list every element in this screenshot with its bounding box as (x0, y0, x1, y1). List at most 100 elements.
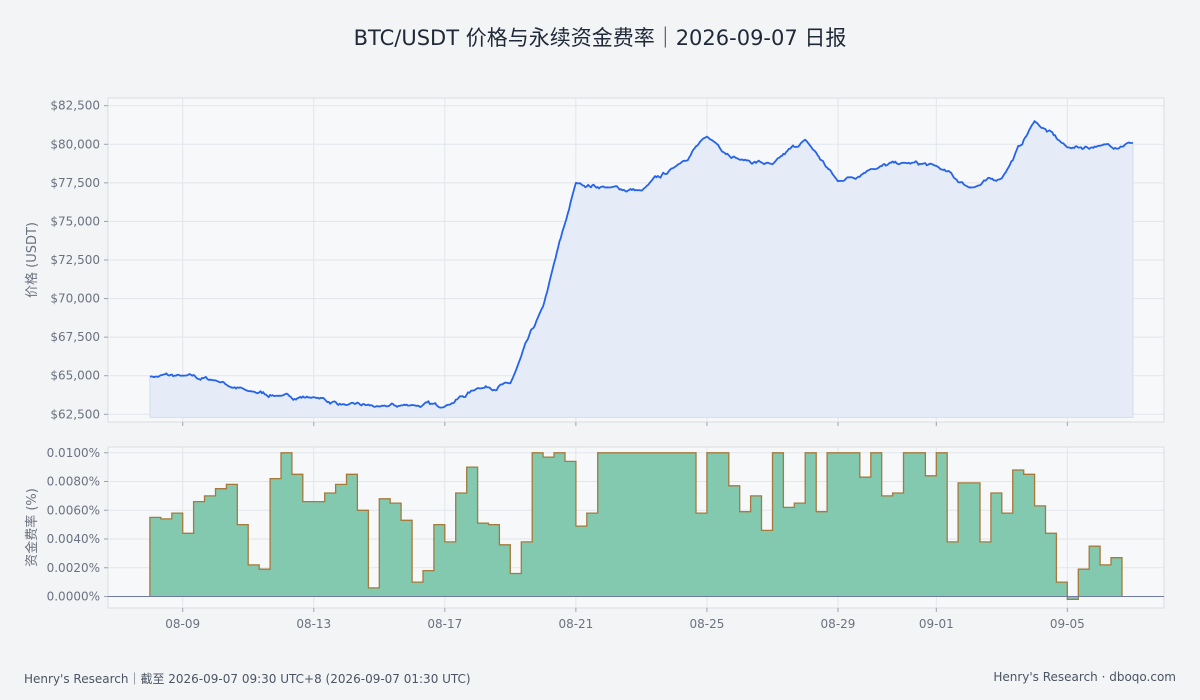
funding-bar (357, 510, 369, 597)
price-y-tick-label: $75,000 (50, 214, 100, 228)
funding-bar (204, 495, 216, 597)
funding-bar (270, 478, 282, 597)
funding-bar (685, 452, 697, 597)
funding-bar (881, 495, 893, 597)
funding-bar (947, 541, 959, 597)
funding-bar (313, 501, 325, 597)
funding-bar (521, 541, 533, 597)
funding-bar (1001, 513, 1014, 597)
funding-bar (281, 452, 293, 597)
funding-bar (564, 461, 577, 597)
price-y-tick-label: $70,000 (50, 292, 100, 306)
funding-bar (554, 452, 566, 597)
x-tick-label: 08-09 (165, 617, 200, 631)
funding-bar (706, 452, 719, 597)
x-tick-label: 09-01 (919, 617, 954, 631)
funding-bar (444, 541, 457, 597)
funding-bar (663, 452, 675, 597)
funding-bar (466, 467, 478, 597)
x-tick-label: 08-21 (558, 617, 593, 631)
funding-bar (575, 526, 588, 597)
funding-bar (827, 452, 839, 597)
x-tick-label: 08-17 (427, 617, 462, 631)
funding-bar (1067, 596, 1079, 600)
funding-y-tick-label: 0.0040% (47, 532, 100, 546)
funding-bar (1111, 557, 1123, 597)
funding-bar (390, 503, 402, 597)
price-y-tick-label: $77,500 (50, 176, 100, 190)
funding-bar (630, 452, 642, 597)
price-y-tick-label: $80,000 (50, 137, 100, 151)
x-tick-label: 08-29 (821, 617, 856, 631)
funding-bar (652, 452, 664, 597)
price-y-tick-label: $62,500 (50, 407, 100, 421)
funding-y-tick-label: 0.0060% (47, 503, 100, 517)
funding-bar (958, 482, 970, 597)
funding-bar (597, 452, 609, 597)
funding-y-tick-label: 0.0020% (47, 561, 100, 575)
funding-bar (160, 518, 173, 597)
funding-bar (696, 513, 708, 597)
funding-bar (477, 523, 489, 597)
funding-bar (674, 452, 686, 597)
funding-bar (969, 482, 981, 597)
funding-bar (805, 452, 817, 597)
funding-bar (259, 569, 271, 597)
funding-bar (346, 474, 358, 597)
price-y-tick-label: $65,000 (50, 369, 100, 383)
funding-bar (728, 485, 740, 597)
funding-bar (182, 533, 194, 597)
funding-bar (925, 475, 937, 597)
funding-bar (619, 452, 631, 597)
funding-step-line (149, 452, 1123, 601)
funding-bar (291, 474, 304, 597)
funding-bar (335, 484, 347, 597)
funding-bar (149, 517, 162, 597)
funding-bar (510, 573, 522, 597)
funding-bar (936, 452, 948, 597)
funding-panel: 0.0000% 0.0020% 0.0040% 0.0060% 0.0080% 0.010… (24, 446, 1165, 609)
funding-bar (237, 524, 249, 597)
x-tick-label: 08-13 (296, 617, 331, 631)
funding-y-tick-label: 0.0100% (47, 446, 100, 460)
funding-bar (215, 488, 227, 597)
funding-y-axis-label: 资金费率 (%) (24, 488, 40, 567)
funding-bar (870, 452, 882, 597)
funding-bar (859, 477, 872, 597)
funding-bar (499, 544, 511, 597)
x-tick-label: 08-25 (689, 617, 724, 631)
funding-bar (532, 452, 544, 597)
funding-bar (586, 513, 599, 597)
funding-bar (1089, 546, 1101, 597)
funding-bar (641, 452, 653, 597)
funding-bar (1056, 582, 1068, 597)
funding-bar (543, 457, 555, 597)
funding-bar (837, 452, 850, 597)
funding-bar (1078, 569, 1090, 597)
funding-bar (608, 452, 620, 597)
price-y-tick-label: $67,500 (50, 330, 100, 344)
price-line (149, 120, 1134, 409)
funding-bar (433, 524, 446, 597)
funding-bar (324, 493, 336, 597)
price-y-tick-label: $72,500 (50, 253, 100, 267)
funding-bar (171, 513, 183, 597)
footer-source: Henry's Research｜截至 2026-09-07 09:30 UTC… (24, 672, 471, 686)
funding-bar (302, 501, 315, 597)
funding-bar (1012, 470, 1024, 597)
funding-bar (717, 452, 730, 597)
funding-bar (379, 498, 391, 597)
x-axis: 08-09 08-13 08-17 08-21 08-25 08-29 09-01 09-05 (165, 608, 1085, 631)
funding-bar (783, 507, 795, 597)
x-tick-label: 09-05 (1050, 617, 1085, 631)
funding-bar (990, 493, 1003, 597)
funding-bar (488, 524, 500, 597)
price-y-axis-label: 价格 (USDT) (24, 222, 40, 298)
funding-bar (761, 530, 773, 597)
funding-bar (1034, 505, 1046, 597)
price-panel: $62,500 $65,000 $67,500 $70,000 $72,500 $75,0… (24, 97, 1165, 426)
funding-bar (412, 582, 424, 597)
footer-site: Henry's Research · dboqo.com (993, 670, 1176, 684)
funding-bar (368, 587, 380, 597)
